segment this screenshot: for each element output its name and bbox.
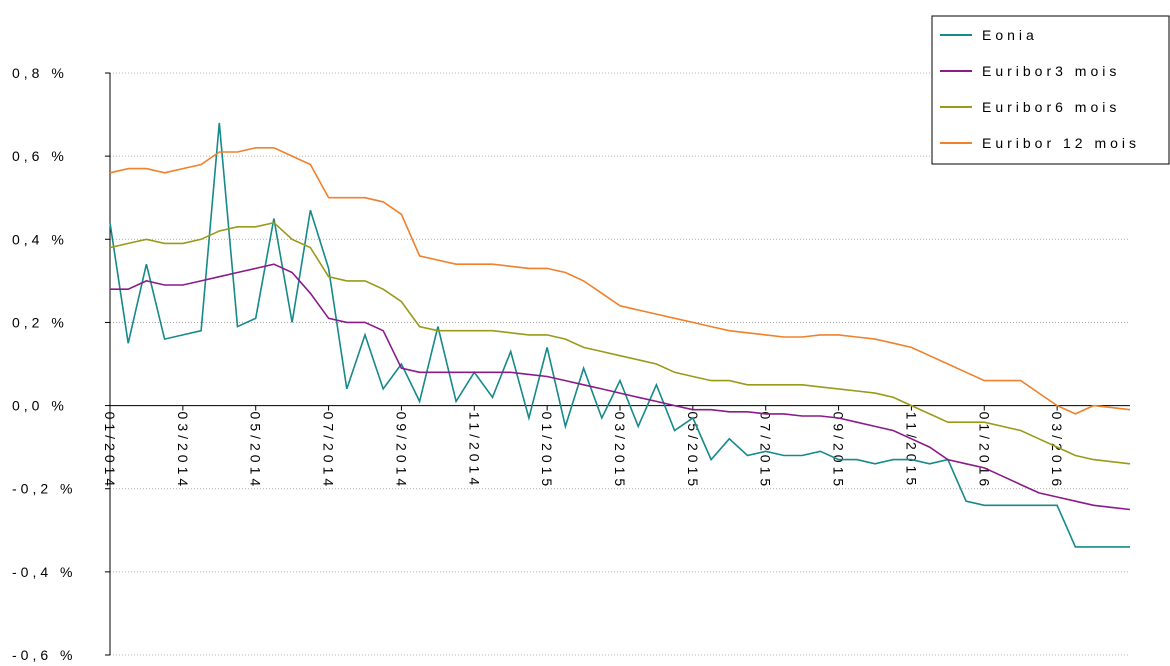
legend-label: Euribor3 mois — [982, 63, 1120, 79]
legend-label: Euribor6 mois — [982, 99, 1120, 115]
x-tick-label: 05/2015 — [685, 412, 701, 491]
y-tick-label: 0,4 % — [12, 231, 68, 247]
legend-label: Euribor 12 mois — [982, 135, 1140, 151]
x-tick-label: 11/2015 — [903, 412, 919, 490]
x-tick-label: 07/2014 — [321, 412, 337, 491]
series-line — [109, 221, 1131, 465]
y-tick-label: -0,2 % — [12, 481, 76, 497]
x-tick-label: 05/2014 — [248, 412, 264, 491]
series-line — [109, 147, 1131, 415]
x-tick-label: 01/2014 — [102, 412, 118, 491]
legend-box — [931, 15, 1170, 165]
y-tick-label: 0,2 % — [12, 314, 68, 330]
x-tick-label: 03/2014 — [175, 412, 191, 491]
x-tick-label: 03/2015 — [612, 412, 628, 491]
series-line — [109, 122, 1130, 548]
x-tick-label: 01/2015 — [539, 412, 555, 491]
x-tick-label: 11/2014 — [466, 412, 482, 490]
series-line — [110, 263, 1131, 511]
y-tick-label: 0,8 % — [12, 65, 68, 81]
y-tick-label: 0,0 % — [12, 398, 68, 414]
y-tick-label: -0,4 % — [12, 564, 76, 580]
legend-label: Eonia — [982, 27, 1038, 43]
y-tick-label: -0,6 % — [12, 647, 76, 663]
x-tick-label: 09/2014 — [393, 412, 409, 491]
y-tick-label: 0,6 % — [12, 148, 68, 164]
x-tick-label: 03/2016 — [1049, 412, 1065, 491]
x-tick-label: 09/2015 — [831, 412, 847, 491]
